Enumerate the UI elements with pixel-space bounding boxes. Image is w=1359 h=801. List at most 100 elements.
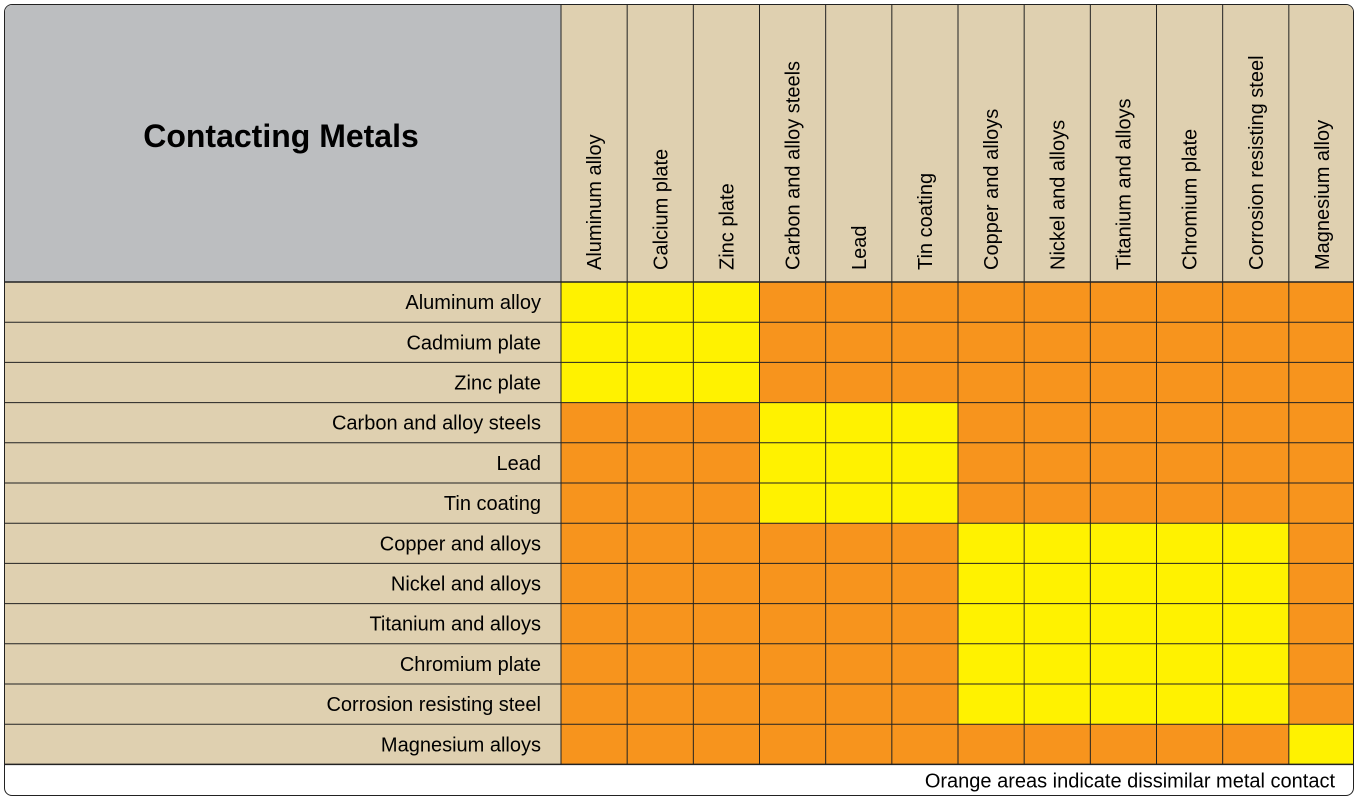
matrix-cell-dissimilar bbox=[1288, 643, 1353, 684]
matrix-cell-same_group bbox=[958, 643, 1025, 684]
matrix-cell-dissimilar bbox=[1090, 724, 1157, 765]
matrix-cell-dissimilar bbox=[1156, 362, 1223, 403]
matrix-cell-dissimilar bbox=[1288, 402, 1353, 443]
row-label: Chromium plate bbox=[400, 654, 541, 676]
matrix-cell-same_group bbox=[958, 523, 1025, 564]
matrix-cell-dissimilar bbox=[693, 643, 760, 684]
matrix-cell-dissimilar bbox=[1090, 402, 1157, 443]
matrix-cell-same_group bbox=[1024, 603, 1091, 644]
matrix-cell-dissimilar bbox=[1090, 483, 1157, 524]
matrix-cell-same_group bbox=[958, 603, 1025, 644]
matrix-cell-dissimilar bbox=[958, 724, 1025, 765]
matrix-cell-dissimilar bbox=[891, 643, 958, 684]
row-label: Tin coating bbox=[444, 493, 541, 515]
matrix-cell-dissimilar bbox=[1024, 402, 1091, 443]
matrix-cell-dissimilar bbox=[1090, 282, 1157, 323]
matrix-cell-dissimilar bbox=[561, 402, 628, 443]
matrix-cell-dissimilar bbox=[1222, 402, 1289, 443]
matrix-cell-same_group bbox=[1156, 684, 1223, 725]
matrix-cell-dissimilar bbox=[693, 684, 760, 725]
matrix-cell-dissimilar bbox=[1156, 442, 1223, 483]
metal-contact-chart: Contacting Metals Aluminum alloy Calcium … bbox=[5, 5, 1353, 792]
matrix-cell-same_group bbox=[627, 362, 694, 403]
matrix-cell-same_group bbox=[561, 282, 628, 323]
matrix-cell-same_group bbox=[561, 362, 628, 403]
matrix-cell-dissimilar bbox=[561, 523, 628, 564]
matrix-cell-dissimilar bbox=[693, 402, 760, 443]
matrix-cell-dissimilar bbox=[1222, 724, 1289, 765]
matrix-cell-dissimilar bbox=[759, 563, 826, 604]
matrix-cell-same_group bbox=[1288, 724, 1353, 765]
matrix-cell-dissimilar bbox=[693, 603, 760, 644]
matrix-cell-dissimilar bbox=[627, 643, 694, 684]
matrix-cell-same_group bbox=[1090, 603, 1157, 644]
matrix-cell-dissimilar bbox=[891, 282, 958, 323]
column-header-label: Chromium plate bbox=[1180, 129, 1202, 270]
matrix-cell-dissimilar bbox=[1288, 282, 1353, 323]
matrix-cell-dissimilar bbox=[759, 684, 826, 725]
matrix-cell-dissimilar bbox=[693, 724, 760, 765]
matrix-cell-dissimilar bbox=[891, 362, 958, 403]
matrix-cell-dissimilar bbox=[1288, 684, 1353, 725]
matrix-cell-dissimilar bbox=[561, 563, 628, 604]
column-header-label: Calcium plate bbox=[650, 149, 672, 270]
matrix-cell-same_group bbox=[1024, 523, 1091, 564]
matrix-cell-same_group bbox=[1222, 603, 1289, 644]
matrix-cell-same_group bbox=[1222, 684, 1289, 725]
row-label: Carbon and alloy steels bbox=[332, 413, 541, 435]
matrix-cell-dissimilar bbox=[561, 442, 628, 483]
matrix-cell-same_group bbox=[561, 322, 628, 363]
matrix-cell-dissimilar bbox=[1222, 282, 1289, 323]
matrix-cell-same_group bbox=[1156, 563, 1223, 604]
matrix-cell-dissimilar bbox=[958, 402, 1025, 443]
matrix-cell-dissimilar bbox=[627, 442, 694, 483]
matrix-cell-same_group bbox=[1090, 643, 1157, 684]
matrix-cell-dissimilar bbox=[627, 523, 694, 564]
matrix-cell-dissimilar bbox=[1024, 322, 1091, 363]
matrix-cell-same_group bbox=[825, 402, 892, 443]
matrix-cell-dissimilar bbox=[693, 523, 760, 564]
matrix-cell-same_group bbox=[1156, 523, 1223, 564]
matrix-cell-same_group bbox=[693, 282, 760, 323]
matrix-cell-dissimilar bbox=[627, 402, 694, 443]
matrix-cell-same_group bbox=[693, 322, 760, 363]
matrix-cell-dissimilar bbox=[825, 684, 892, 725]
matrix-cell-dissimilar bbox=[1288, 483, 1353, 524]
matrix-cell-same_group bbox=[1024, 643, 1091, 684]
matrix-cell-dissimilar bbox=[1222, 483, 1289, 524]
matrix-cell-dissimilar bbox=[1288, 523, 1353, 564]
grid-lines bbox=[5, 5, 1353, 766]
matrix-cell-dissimilar bbox=[825, 282, 892, 323]
matrix-cell-dissimilar bbox=[825, 523, 892, 564]
matrix-cell-dissimilar bbox=[1024, 724, 1091, 765]
column-header-label: Zinc plate bbox=[716, 183, 738, 270]
matrix-cell-dissimilar bbox=[958, 322, 1025, 363]
matrix-cell-dissimilar bbox=[825, 603, 892, 644]
matrix-cell-dissimilar bbox=[958, 442, 1025, 483]
matrix-cell-dissimilar bbox=[1288, 322, 1353, 363]
matrix-cell-dissimilar bbox=[627, 684, 694, 725]
column-header-label: Carbon and alloy steels bbox=[783, 61, 805, 270]
matrix-cells bbox=[561, 282, 1353, 765]
compatibility-chart-frame: Contacting Metals Aluminum alloy Calcium … bbox=[4, 4, 1354, 796]
matrix-cell-dissimilar bbox=[693, 483, 760, 524]
matrix-cell-dissimilar bbox=[561, 684, 628, 725]
matrix-cell-same_group bbox=[891, 483, 958, 524]
column-header-label: Magnesium alloy bbox=[1312, 120, 1334, 270]
column-header-label: Corrosion resisting steel bbox=[1246, 55, 1268, 270]
legend-note: Orange areas indicate dissimilar metal c… bbox=[925, 770, 1336, 792]
row-label: Lead bbox=[497, 453, 542, 475]
matrix-cell-same_group bbox=[1222, 523, 1289, 564]
matrix-cell-dissimilar bbox=[825, 643, 892, 684]
matrix-cell-same_group bbox=[891, 402, 958, 443]
matrix-cell-dissimilar bbox=[958, 282, 1025, 323]
matrix-cell-same_group bbox=[1090, 563, 1157, 604]
matrix-cell-same_group bbox=[759, 442, 826, 483]
matrix-cell-dissimilar bbox=[891, 322, 958, 363]
matrix-cell-dissimilar bbox=[759, 282, 826, 323]
chart-title: Contacting Metals bbox=[143, 118, 419, 154]
row-label: Zinc plate bbox=[454, 373, 541, 395]
column-header-label: Copper and alloys bbox=[981, 109, 1003, 270]
matrix-cell-dissimilar bbox=[1288, 563, 1353, 604]
matrix-cell-dissimilar bbox=[1222, 362, 1289, 403]
